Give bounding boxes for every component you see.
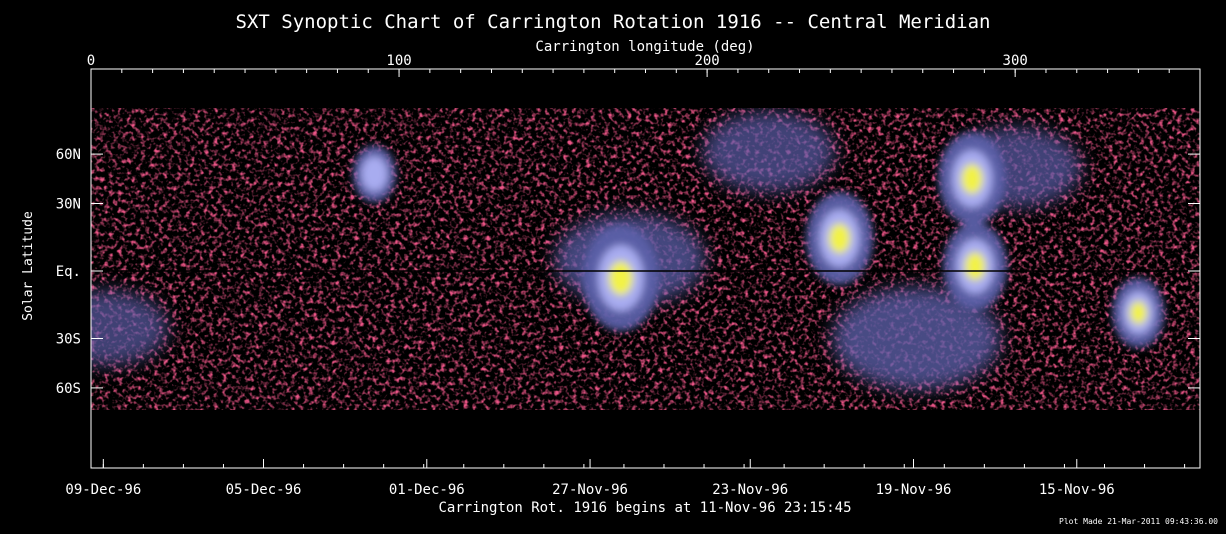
y-tick-label: 30N <box>56 197 81 213</box>
top-tick-label: 100 <box>386 53 411 69</box>
chart-title: SXT Synoptic Chart of Carrington Rotatio… <box>236 11 991 33</box>
active-region <box>1112 277 1165 348</box>
top-tick-label: 200 <box>694 53 719 69</box>
diffuse-region <box>91 290 168 366</box>
active-region <box>352 145 396 203</box>
date-axis-ticks: 09-Dec-96 05-Dec-96 01-Dec-96 27-Nov-96 23-N… <box>65 459 1186 498</box>
plot-area <box>91 108 1200 463</box>
bottom-tick-label: 15-Nov-96 <box>1039 482 1115 498</box>
top-axis-label: Carrington longitude (deg) <box>535 39 754 55</box>
bottom-tick-label: 01-Dec-96 <box>389 482 465 498</box>
active-region <box>806 192 874 285</box>
top-tick-label: 300 <box>1003 53 1028 69</box>
y-tick-label: 30S <box>56 332 81 348</box>
bottom-tick-label: 23-Nov-96 <box>712 482 788 498</box>
diffuse-emission-layer <box>91 111 1082 390</box>
y-axis-label: Solar Latitude <box>21 211 36 321</box>
active-region <box>582 225 659 332</box>
bottom-tick-label: 27-Nov-96 <box>552 482 628 498</box>
bottom-tick-label: 19-Nov-96 <box>876 482 952 498</box>
diffuse-region <box>702 111 835 192</box>
bottom-tick-label: 09-Dec-96 <box>65 482 141 498</box>
active-region <box>943 222 1008 311</box>
data-gap-band <box>91 418 1200 463</box>
y-tick-label: 60S <box>56 381 81 397</box>
latitude-axis-ticks: 60N 30N Eq. 30S 60S <box>56 147 1200 397</box>
bottom-axis-label: Carrington Rot. 1916 begins at 11-Nov-96… <box>438 500 851 516</box>
top-tick-label: 0 <box>87 53 95 69</box>
diffuse-region <box>832 287 1001 390</box>
bottom-tick-label: 05-Dec-96 <box>226 482 302 498</box>
plot-timestamp: Plot Made 21-Mar-2011 09:43:36.00 <box>1059 517 1218 526</box>
y-tick-label: Eq. <box>56 264 81 280</box>
y-tick-label: 60N <box>56 147 81 163</box>
active-region-layer <box>352 132 1165 348</box>
top-axis-ticks: 0 100 200 300 <box>87 53 1201 77</box>
active-region <box>938 132 1006 226</box>
